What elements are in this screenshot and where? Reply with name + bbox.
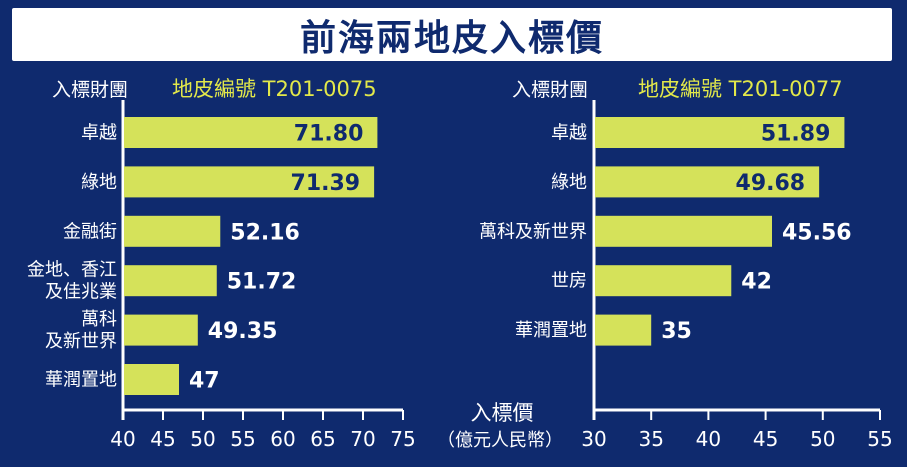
right-bar-value-label: 49.68 <box>736 171 806 196</box>
left-category-header: 入標財團 <box>52 79 128 101</box>
title-banner: 前海兩地皮入標價 <box>12 8 892 61</box>
left-plot-title: 地皮編號 T201-0075 <box>172 77 377 101</box>
left-bar-value-label: 52.16 <box>230 220 300 245</box>
left-category-label: 金地、香江及佳兆業 <box>27 260 117 303</box>
right-bar-value-label: 51.89 <box>761 122 831 147</box>
left-bar-value-label: 51.72 <box>227 270 297 295</box>
right-category-label: 萬科及新世界 <box>479 221 587 242</box>
left-bar <box>124 166 375 198</box>
left-bar <box>124 265 217 297</box>
left-bar <box>124 314 198 346</box>
right-bar-value-label: 45.56 <box>782 220 852 245</box>
left-bar-value-label: 49.35 <box>208 319 278 344</box>
right-bar <box>595 314 652 346</box>
left-category-label: 萬科及新世界 <box>45 309 117 352</box>
right-bar <box>595 215 773 247</box>
left-bar <box>124 364 179 395</box>
left-x-tick-label: 50 <box>190 427 215 451</box>
left-x-tick-label: 65 <box>310 427 335 451</box>
right-category-label: 世房 <box>551 271 587 292</box>
right-category-label: 華潤置地 <box>515 320 587 341</box>
left-bar <box>124 215 221 247</box>
left-bar-value-label: 47 <box>189 369 220 394</box>
left-x-tick-label: 55 <box>230 427 255 451</box>
right-x-tick-label: 35 <box>638 427 663 451</box>
right-bar <box>595 117 845 148</box>
right-category-label: 卓越 <box>551 123 587 144</box>
left-bar-value-label: 71.80 <box>294 122 364 147</box>
right-x-tick-label: 30 <box>581 427 606 451</box>
left-bar <box>124 117 378 148</box>
right-bar-value-label: 35 <box>661 319 692 344</box>
left-x-tick-label: 75 <box>390 427 415 451</box>
left-x-tick-label: 40 <box>110 427 135 451</box>
chart-main-title: 前海兩地皮入標價 <box>299 17 604 59</box>
x-axis-unit-label: （億元人民幣） <box>437 430 563 451</box>
left-x-tick-label: 70 <box>350 427 375 451</box>
left-category-label: 華潤置地 <box>45 370 117 391</box>
left-x-tick-label: 60 <box>270 427 295 451</box>
right-x-tick-label: 55 <box>867 427 892 451</box>
right-category-label: 綠地 <box>551 172 587 193</box>
right-x-tick-label: 40 <box>696 427 721 451</box>
right-x-tick-label: 50 <box>810 427 835 451</box>
right-bar-value-label: 42 <box>741 270 772 295</box>
right-category-header: 入標財團 <box>512 79 588 101</box>
left-bar-value-label: 71.39 <box>291 171 361 196</box>
right-bar <box>595 265 732 297</box>
x-axis-label: 入標價 <box>471 401 534 425</box>
right-x-tick-label: 45 <box>753 427 778 451</box>
left-x-tick-label: 45 <box>150 427 175 451</box>
left-category-label: 綠地 <box>81 172 117 193</box>
left-category-label: 金融街 <box>63 221 117 242</box>
right-bar <box>595 166 820 198</box>
left-category-label: 卓越 <box>81 123 117 144</box>
right-plot-title: 地皮編號 T201-0077 <box>638 77 843 101</box>
